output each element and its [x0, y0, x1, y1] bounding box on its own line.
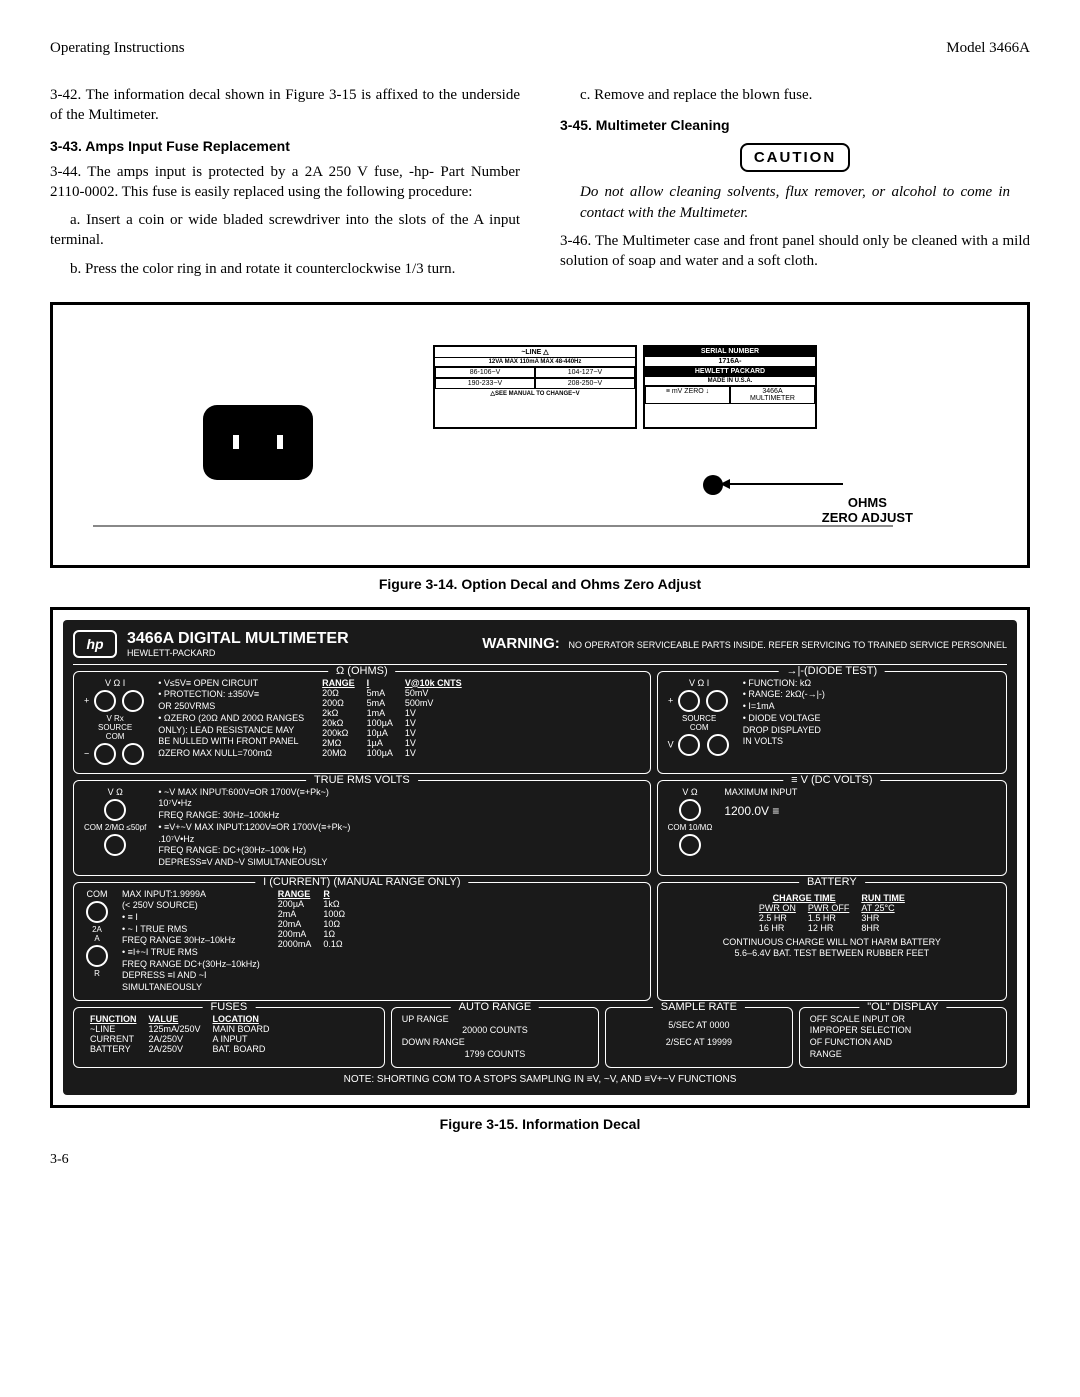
para-3-44: 3-44. The amps input is protected by a 2…	[50, 162, 520, 203]
autorange-title: AUTO RANGE	[451, 1001, 540, 1013]
decal-subtitle: HEWLETT-PACKARD	[127, 648, 349, 658]
decal-warning: WARNING: NO OPERATOR SERVICEABLE PARTS I…	[482, 635, 1007, 652]
current-title: I (CURRENT) (MANUAL RANGE ONLY)	[255, 876, 468, 888]
battery-table: CHARGE TIMERUN TIMEPWR ONPWR OFFAT 25°C2…	[753, 893, 911, 933]
para-3-42: 3-42. The information decal shown in Fig…	[50, 85, 520, 126]
trms-notes: • ~V MAX INPUT:600V≡OR 1700V(≡+Pk~) 10⁷V…	[158, 787, 350, 869]
fig-3-14-caption: Figure 3-14. Option Decal and Ohms Zero …	[50, 576, 1030, 592]
step-b: b. Press the color ring in and rotate it…	[50, 259, 520, 279]
heading-3-45: 3-45. Multimeter Cleaning	[560, 117, 1030, 133]
dcv-title: ≡ V (DC VOLTS)	[783, 774, 880, 786]
step-c: c. Remove and replace the blown fuse.	[560, 85, 1030, 105]
diode-jacks: V Ω I + SOURCE COM V	[668, 678, 731, 758]
ol-title: "OL" DISPLAY	[859, 1001, 946, 1013]
step-a: a. Insert a coin or wide bladed screwdri…	[50, 210, 520, 251]
figure-3-15: hp 3466A DIGITAL MULTIMETER HEWLETT-PACK…	[50, 607, 1030, 1108]
serial-plate: SERIAL NUMBER 1716A- HEWLETT PACKARD MAD…	[643, 345, 817, 429]
page-number: 3-6	[50, 1152, 1030, 1168]
dcv-jacks: V Ω COM 10/MΩ	[668, 787, 713, 858]
decal-title: 3466A DIGITAL MULTIMETER	[127, 630, 349, 648]
ohms-title: Ω (OHMS)	[328, 665, 396, 677]
ohms-notes: • V≤5V≡ OPEN CIRCUIT• PROTECTION: ±350V≡…	[158, 678, 304, 760]
ohms-jacks: V Ω I + V Rx SOURCE COM −	[84, 678, 146, 767]
page-header-right: Model 3466A	[946, 40, 1030, 57]
fuses-table: FUNCTIONVALUELOCATION~LINE125mA/250VMAIN…	[84, 1014, 276, 1054]
trms-title: TRUE RMS VOLTS	[306, 774, 418, 786]
trms-jacks: V Ω COM 2/MΩ ≤50pf	[84, 787, 146, 858]
para-3-46: 3-46. The Multimeter case and front pane…	[560, 231, 1030, 272]
battery-title: BATTERY	[799, 876, 865, 888]
battery-note1: CONTINUOUS CHARGE WILL NOT HARM BATTERY	[668, 937, 996, 949]
fig-3-15-caption: Figure 3-15. Information Decal	[50, 1116, 1030, 1132]
caution-body: Do not allow cleaning solvents, flux rem…	[580, 182, 1010, 223]
ohms-table: RANGEIV@10k CNTS20Ω5mA50mV200Ω5mA500mV2k…	[316, 678, 468, 758]
sample-title: SAMPLE RATE	[653, 1001, 745, 1013]
page-header-left: Operating Instructions	[50, 40, 185, 57]
line-voltage-plate: ~LINE △ 12VA MAX 110mA MAX 48-440Hz 86-1…	[433, 345, 637, 429]
figure-3-14: ~LINE △ 12VA MAX 110mA MAX 48-440Hz 86-1…	[50, 302, 1030, 568]
diode-notes: • FUNCTION: kΩ• RANGE: 2kΩ(-→|-)• I=1mA•…	[743, 678, 825, 748]
sample-notes: 5/SEC AT 0000 2/SEC AT 19999	[616, 1020, 782, 1049]
autorange-notes: UP RANGE 20000 COUNTS DOWN RANGE 1799 CO…	[402, 1014, 588, 1061]
current-table: RANGER200µA1kΩ2mA100Ω20mA10Ω200mA1Ω2000m…	[272, 889, 351, 949]
ol-notes: OFF SCALE INPUT OR IMPROPER SELECTION OF…	[810, 1014, 996, 1061]
decal-footer-note: NOTE: SHORTING COM TO A STOPS SAMPLING I…	[73, 1074, 1007, 1085]
battery-note2: 5.6–6.4V BAT. TEST BETWEEN RUBBER FEET	[668, 948, 996, 960]
current-notes: MAX INPUT:1.9999A(< 250V SOURCE)• ≡ I• ~…	[122, 889, 260, 994]
diode-title: →|-(DIODE TEST)	[779, 665, 886, 677]
fuses-title: FUSES	[203, 1001, 256, 1013]
dcv-notes: MAXIMUM INPUT 1200.0V ≡	[724, 787, 797, 820]
arrow-icon	[723, 483, 843, 485]
heading-3-43: 3-43. Amps Input Fuse Replacement	[50, 138, 520, 154]
current-jacks: COM 2A A R	[84, 889, 110, 978]
hp-logo-icon: hp	[73, 630, 117, 658]
power-module	[203, 405, 313, 480]
caution-label: CAUTION	[740, 143, 850, 172]
ohms-zero-label: OHMSZERO ADJUST	[822, 495, 913, 525]
